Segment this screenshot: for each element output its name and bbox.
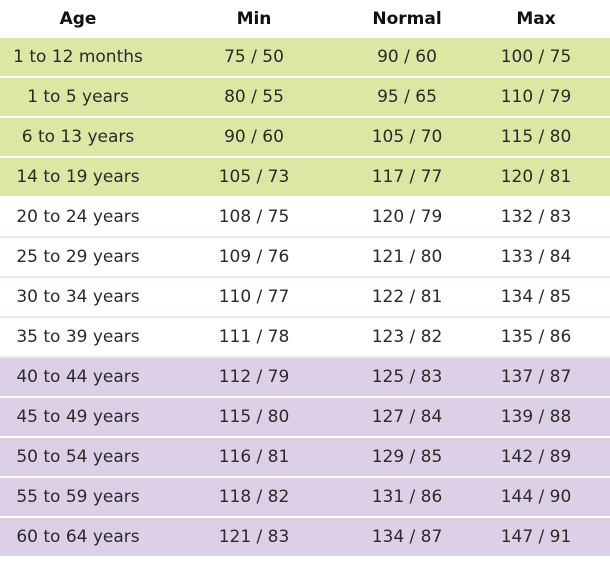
normal-cell: 122 / 81: [352, 278, 462, 318]
min-cell: 118 / 82: [156, 478, 352, 518]
table-row: 35 to 39 years 111 / 78 123 / 82 135 / 86: [0, 318, 610, 358]
normal-cell: 123 / 82: [352, 318, 462, 358]
normal-cell: 127 / 84: [352, 398, 462, 438]
min-cell: 112 / 79: [156, 358, 352, 398]
table-row: 40 to 44 years 112 / 79 125 / 83 137 / 87: [0, 358, 610, 398]
table-header-row: Age Min Normal Max: [0, 0, 610, 38]
max-cell: 134 / 85: [462, 278, 610, 318]
age-cell: 1 to 5 years: [0, 78, 156, 118]
age-cell: 1 to 12 months: [0, 38, 156, 78]
min-cell: 108 / 75: [156, 198, 352, 238]
age-cell: 30 to 34 years: [0, 278, 156, 318]
table-row: 25 to 29 years 109 / 76 121 / 80 133 / 84: [0, 238, 610, 278]
header-max: Max: [516, 9, 556, 29]
max-cell: 139 / 88: [462, 398, 610, 438]
table-row: 45 to 49 years 115 / 80 127 / 84 139 / 88: [0, 398, 610, 438]
normal-cell: 129 / 85: [352, 438, 462, 478]
header-normal: Normal: [372, 9, 442, 29]
min-cell: 75 / 50: [156, 38, 352, 78]
table-row: 6 to 13 years 90 / 60 105 / 70 115 / 80: [0, 118, 610, 158]
normal-cell: 120 / 79: [352, 198, 462, 238]
header-age: Age: [59, 9, 97, 29]
age-cell: 60 to 64 years: [0, 518, 156, 558]
age-cell: 14 to 19 years: [0, 158, 156, 198]
age-cell: 35 to 39 years: [0, 318, 156, 358]
max-cell: 132 / 83: [462, 198, 610, 238]
max-cell: 115 / 80: [462, 118, 610, 158]
normal-cell: 95 / 65: [352, 78, 462, 118]
min-cell: 109 / 76: [156, 238, 352, 278]
min-cell: 111 / 78: [156, 318, 352, 358]
min-cell: 80 / 55: [156, 78, 352, 118]
normal-cell: 125 / 83: [352, 358, 462, 398]
min-cell: 105 / 73: [156, 158, 352, 198]
normal-cell: 90 / 60: [352, 38, 462, 78]
age-cell: 20 to 24 years: [0, 198, 156, 238]
table-row: 1 to 12 months 75 / 50 90 / 60 100 / 75: [0, 38, 610, 78]
table-row: 1 to 5 years 80 / 55 95 / 65 110 / 79: [0, 78, 610, 118]
min-cell: 121 / 83: [156, 518, 352, 558]
table-row: 30 to 34 years 110 / 77 122 / 81 134 / 85: [0, 278, 610, 318]
blood-pressure-table: Age Min Normal Max 1 to 12 months 75 / 50…: [0, 0, 610, 558]
max-cell: 110 / 79: [462, 78, 610, 118]
table-body: 1 to 12 months 75 / 50 90 / 60 100 / 75 1 to…: [0, 38, 610, 558]
age-cell: 25 to 29 years: [0, 238, 156, 278]
table-row: 50 to 54 years 116 / 81 129 / 85 142 / 89: [0, 438, 610, 478]
normal-cell: 131 / 86: [352, 478, 462, 518]
age-cell: 55 to 59 years: [0, 478, 156, 518]
age-cell: 45 to 49 years: [0, 398, 156, 438]
table-row: 55 to 59 years 118 / 82 131 / 86 144 / 90: [0, 478, 610, 518]
normal-cell: 134 / 87: [352, 518, 462, 558]
max-cell: 144 / 90: [462, 478, 610, 518]
min-cell: 116 / 81: [156, 438, 352, 478]
age-cell: 50 to 54 years: [0, 438, 156, 478]
max-cell: 137 / 87: [462, 358, 610, 398]
min-cell: 90 / 60: [156, 118, 352, 158]
age-cell: 6 to 13 years: [0, 118, 156, 158]
max-cell: 147 / 91: [462, 518, 610, 558]
age-cell: 40 to 44 years: [0, 358, 156, 398]
min-cell: 115 / 80: [156, 398, 352, 438]
min-cell: 110 / 77: [156, 278, 352, 318]
normal-cell: 117 / 77: [352, 158, 462, 198]
normal-cell: 105 / 70: [352, 118, 462, 158]
table-row: 14 to 19 years 105 / 73 117 / 77 120 / 81: [0, 158, 610, 198]
max-cell: 133 / 84: [462, 238, 610, 278]
max-cell: 135 / 86: [462, 318, 610, 358]
max-cell: 142 / 89: [462, 438, 610, 478]
max-cell: 100 / 75: [462, 38, 610, 78]
table-row: 60 to 64 years 121 / 83 134 / 87 147 / 91: [0, 518, 610, 558]
header-min: Min: [236, 9, 272, 29]
table-row: 20 to 24 years 108 / 75 120 / 79 132 / 83: [0, 198, 610, 238]
normal-cell: 121 / 80: [352, 238, 462, 278]
max-cell: 120 / 81: [462, 158, 610, 198]
